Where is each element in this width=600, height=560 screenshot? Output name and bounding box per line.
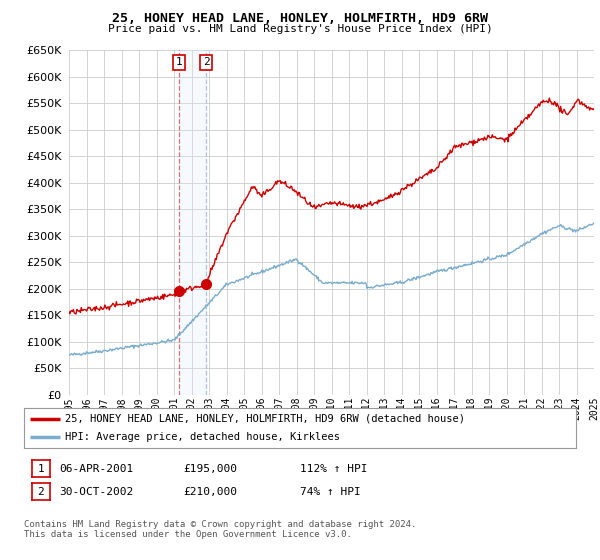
Bar: [179, 50, 206, 395]
Text: 112% ↑ HPI: 112% ↑ HPI: [300, 464, 367, 474]
Text: 1: 1: [37, 464, 44, 474]
Text: £210,000: £210,000: [183, 487, 237, 497]
Text: Contains HM Land Registry data © Crown copyright and database right 2024.
This d: Contains HM Land Registry data © Crown c…: [24, 520, 416, 539]
Text: 06-APR-2001: 06-APR-2001: [59, 464, 133, 474]
Text: 1: 1: [175, 57, 182, 67]
Text: Price paid vs. HM Land Registry's House Price Index (HPI): Price paid vs. HM Land Registry's House …: [107, 24, 493, 34]
Text: 30-OCT-2002: 30-OCT-2002: [59, 487, 133, 497]
Text: 2: 2: [37, 487, 44, 497]
Text: £195,000: £195,000: [183, 464, 237, 474]
Text: 74% ↑ HPI: 74% ↑ HPI: [300, 487, 361, 497]
Text: 25, HONEY HEAD LANE, HONLEY, HOLMFIRTH, HD9 6RW: 25, HONEY HEAD LANE, HONLEY, HOLMFIRTH, …: [112, 12, 488, 25]
Text: 2: 2: [203, 57, 209, 67]
Text: 25, HONEY HEAD LANE, HONLEY, HOLMFIRTH, HD9 6RW (detached house): 25, HONEY HEAD LANE, HONLEY, HOLMFIRTH, …: [65, 414, 466, 423]
Text: HPI: Average price, detached house, Kirklees: HPI: Average price, detached house, Kirk…: [65, 432, 340, 442]
